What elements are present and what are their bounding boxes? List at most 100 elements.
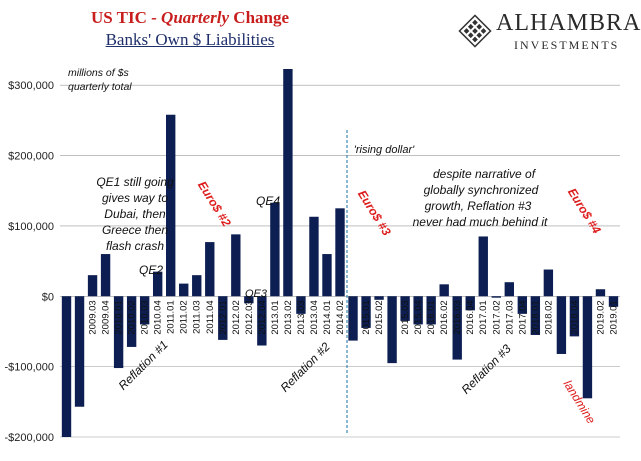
x-tick-label: 2011.01 [166, 300, 177, 334]
x-tick-label: 2012.03 [244, 300, 255, 334]
bar [179, 283, 189, 297]
x-tick-label: 2017.04 [517, 300, 528, 334]
x-tick-label: 2013.01 [270, 300, 281, 334]
bar [126, 296, 137, 347]
annotation: flash crash [106, 239, 164, 253]
x-tick-label: 2012.04 [257, 300, 268, 334]
diamond-logo-icon [458, 14, 492, 48]
annotation: Euro$ #2 [195, 179, 234, 230]
bar [491, 296, 501, 298]
x-tick-label: 2011.03 [192, 300, 203, 334]
x-tick-label: 2017.01 [478, 300, 489, 334]
annotation: growth, Reflation #3 [425, 199, 532, 213]
annotation: Reflation #3 [459, 341, 514, 396]
annotation: Dubai, then [104, 207, 166, 221]
bar [426, 296, 436, 325]
x-tick-label: 2018.02 [543, 300, 554, 334]
x-tick-label: 2010.03 [140, 300, 151, 334]
bar [309, 216, 319, 297]
bar [335, 208, 345, 297]
x-tick-label: 2013.04 [309, 300, 320, 334]
bar [595, 289, 606, 297]
chart-title: US TIC - Quarterly Change [0, 8, 380, 28]
y-tick-label: $100,000 [8, 221, 54, 233]
x-tick-label: 2010.01 [114, 300, 125, 334]
bar [543, 269, 554, 297]
unit-note: millions of $s [68, 67, 129, 79]
bar [192, 275, 202, 297]
bar [296, 296, 306, 314]
chart-subtitle: Banks' Own $ Liabilities [105, 30, 275, 49]
bar [608, 296, 619, 307]
annotation: QE1 still going [96, 175, 174, 189]
unit-note: quarterly total [68, 81, 132, 93]
alhambra-logo: ALHAMBRA INVESTMENTS [458, 8, 640, 58]
bar [61, 296, 72, 437]
x-tick-label: 2014.01 [322, 300, 333, 334]
x-tick-label: 2009.04 [101, 300, 112, 334]
bar [582, 296, 593, 399]
bar [348, 296, 358, 341]
bar [413, 296, 423, 325]
annotation: gives way to [102, 191, 168, 205]
x-tick-label: 2016.01 [426, 300, 437, 334]
title-italic: Quarterly [161, 8, 230, 27]
bar [439, 284, 449, 297]
x-tick-label: 2017.03 [504, 300, 515, 334]
bar [87, 275, 98, 297]
gridlines [60, 84, 620, 438]
x-tick-label: 2015.01 [361, 300, 372, 334]
bar [504, 282, 514, 297]
x-tick-label: 2012.01 [218, 300, 229, 334]
annotation: Greece then [102, 223, 168, 237]
x-tick-label: 2016.02 [439, 300, 450, 334]
bar [100, 254, 111, 297]
x-tick-label: 2018.04 [569, 300, 580, 334]
bars [61, 68, 619, 437]
x-tick-label: 2014.02 [335, 300, 346, 334]
y-tick-label: $0 [42, 291, 54, 303]
bar [231, 234, 241, 297]
bar [530, 296, 541, 335]
annotation: Euro$ #4 [565, 186, 604, 237]
bar [74, 296, 85, 407]
y-tick-label: -$200,000 [4, 432, 54, 444]
title-separator: - [146, 8, 162, 27]
x-tick-label: 2010.04 [153, 300, 164, 334]
bar [113, 296, 124, 369]
annotation: never had much behind it [413, 215, 548, 229]
bar [257, 296, 267, 346]
bar [478, 236, 488, 297]
bar [387, 296, 397, 364]
annotation: Reflation #1 [116, 338, 171, 393]
annotation: despite narrative of [433, 167, 537, 181]
bar [465, 296, 475, 311]
x-tick-labels: 2009.03 2009.04 2010.01 2010.02 2010.03 2010.… [88, 300, 620, 334]
x-tick-label: 2016.04 [465, 300, 476, 334]
annotation: QE3 [245, 288, 268, 300]
annotation: landmine [561, 378, 599, 427]
logo-name: ALHAMBRA [496, 10, 641, 36]
bar [244, 296, 254, 304]
bar [205, 242, 215, 297]
bar [556, 296, 567, 354]
x-tick-label: 2019.02 [595, 300, 606, 334]
bar [218, 296, 228, 340]
bar [283, 68, 293, 297]
x-tick-label: 2015.04 [413, 300, 424, 334]
title-suffix: Change [229, 8, 290, 27]
annotation: QE2 [139, 263, 163, 277]
x-tick-label: 2016.03 [452, 300, 463, 334]
x-tick-label: 2012.02 [231, 300, 242, 334]
annotation: Euro$ #3 [355, 188, 394, 239]
y-tick-label: $300,000 [8, 80, 54, 92]
x-tick-label: 2013.02 [283, 300, 294, 334]
x-tick-label: 2019.01 [608, 300, 619, 334]
x-tick-label: 2009.03 [88, 300, 99, 334]
bar [270, 202, 280, 297]
x-tick-label: 2013.03 [296, 300, 307, 334]
x-tick-label: 2015.02 [374, 300, 385, 334]
x-tick-label: 2010.02 [127, 300, 138, 334]
